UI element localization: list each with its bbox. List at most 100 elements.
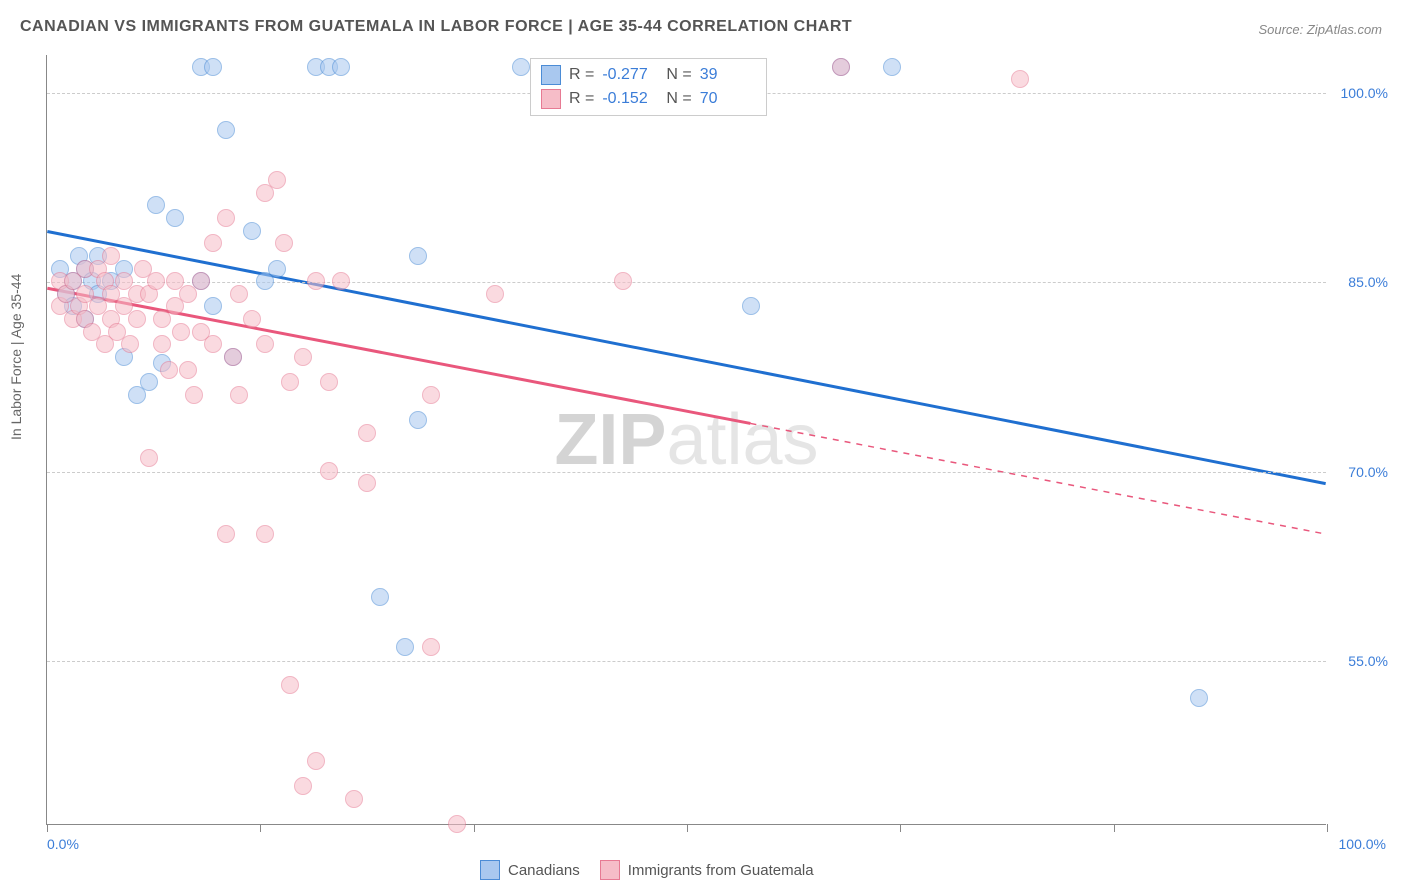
watermark: ZIPatlas: [554, 399, 818, 481]
legend-r-value: -0.277: [602, 66, 658, 84]
data-point: [204, 297, 222, 315]
data-point: [172, 323, 190, 341]
data-point: [307, 272, 325, 290]
legend-n-value: 70: [700, 90, 756, 108]
legend-item: Immigrants from Guatemala: [600, 860, 814, 880]
plot-area: ZIPatlas 55.0%70.0%85.0%100.0%0.0%100.0%: [46, 55, 1326, 825]
data-point: [275, 234, 293, 252]
x-tick: [1327, 824, 1328, 832]
data-point: [614, 272, 632, 290]
data-point: [396, 638, 414, 656]
x-tick-label-max: 100.0%: [1339, 836, 1386, 852]
data-point: [320, 462, 338, 480]
data-point: [256, 525, 274, 543]
data-point: [230, 386, 248, 404]
data-point: [281, 676, 299, 694]
data-point: [281, 373, 299, 391]
data-point: [230, 285, 248, 303]
data-point: [160, 361, 178, 379]
data-point: [217, 121, 235, 139]
data-point: [243, 222, 261, 240]
watermark-zip: ZIP: [554, 400, 666, 480]
legend-r-label: R =: [569, 90, 594, 108]
data-point: [294, 348, 312, 366]
legend-r-value: -0.152: [602, 90, 658, 108]
data-point: [332, 272, 350, 290]
data-point: [140, 449, 158, 467]
data-point: [128, 310, 146, 328]
data-point: [448, 815, 466, 833]
data-point: [217, 209, 235, 227]
data-point: [742, 297, 760, 315]
data-point: [147, 272, 165, 290]
legend-item: Canadians: [480, 860, 580, 880]
correlation-legend: R = -0.277 N = 39 R = -0.152 N = 70: [530, 58, 767, 116]
y-tick-label: 55.0%: [1348, 653, 1388, 669]
data-point: [883, 58, 901, 76]
data-point: [422, 638, 440, 656]
x-tick: [260, 824, 261, 832]
legend-n-value: 39: [700, 66, 756, 84]
data-point: [153, 335, 171, 353]
legend-swatch: [480, 860, 500, 880]
gridline: [47, 661, 1326, 662]
trend-lines: [47, 55, 1326, 824]
x-tick: [47, 824, 48, 832]
data-point: [179, 361, 197, 379]
legend-item-label: Immigrants from Guatemala: [628, 862, 814, 879]
legend-r-label: R =: [569, 66, 594, 84]
chart-title: CANADIAN VS IMMIGRANTS FROM GUATEMALA IN…: [20, 18, 852, 36]
legend-row: R = -0.152 N = 70: [541, 87, 756, 111]
data-point: [832, 58, 850, 76]
data-point: [268, 260, 286, 278]
data-point: [422, 386, 440, 404]
source-label: Source: ZipAtlas.com: [1258, 22, 1382, 37]
data-point: [192, 272, 210, 290]
data-point: [358, 474, 376, 492]
series-legend: Canadians Immigrants from Guatemala: [480, 860, 814, 880]
legend-swatch: [541, 65, 561, 85]
y-axis-label: In Labor Force | Age 35-44: [8, 274, 24, 440]
data-point: [268, 171, 286, 189]
data-point: [224, 348, 242, 366]
data-point: [147, 196, 165, 214]
y-tick-label: 70.0%: [1348, 464, 1388, 480]
gridline: [47, 472, 1326, 473]
data-point: [1011, 70, 1029, 88]
y-tick-label: 100.0%: [1341, 85, 1388, 101]
x-tick: [687, 824, 688, 832]
legend-swatch: [541, 89, 561, 109]
x-tick-label-min: 0.0%: [47, 836, 79, 852]
data-point: [185, 386, 203, 404]
legend-n-label: N =: [666, 66, 691, 84]
data-point: [256, 335, 274, 353]
y-tick-label: 85.0%: [1348, 274, 1388, 290]
data-point: [121, 335, 139, 353]
data-point: [358, 424, 376, 442]
data-point: [1190, 689, 1208, 707]
data-point: [512, 58, 530, 76]
watermark-atlas: atlas: [666, 400, 818, 480]
x-tick: [1114, 824, 1115, 832]
data-point: [409, 247, 427, 265]
gridline: [47, 282, 1326, 283]
data-point: [102, 247, 120, 265]
data-point: [307, 752, 325, 770]
data-point: [409, 411, 427, 429]
data-point: [320, 373, 338, 391]
data-point: [243, 310, 261, 328]
data-point: [332, 58, 350, 76]
data-point: [486, 285, 504, 303]
data-point: [371, 588, 389, 606]
legend-swatch: [600, 860, 620, 880]
data-point: [204, 335, 222, 353]
data-point: [204, 234, 222, 252]
data-point: [166, 209, 184, 227]
data-point: [204, 58, 222, 76]
x-tick: [900, 824, 901, 832]
legend-row: R = -0.277 N = 39: [541, 63, 756, 87]
legend-n-label: N =: [666, 90, 691, 108]
data-point: [217, 525, 235, 543]
data-point: [294, 777, 312, 795]
data-point: [140, 373, 158, 391]
